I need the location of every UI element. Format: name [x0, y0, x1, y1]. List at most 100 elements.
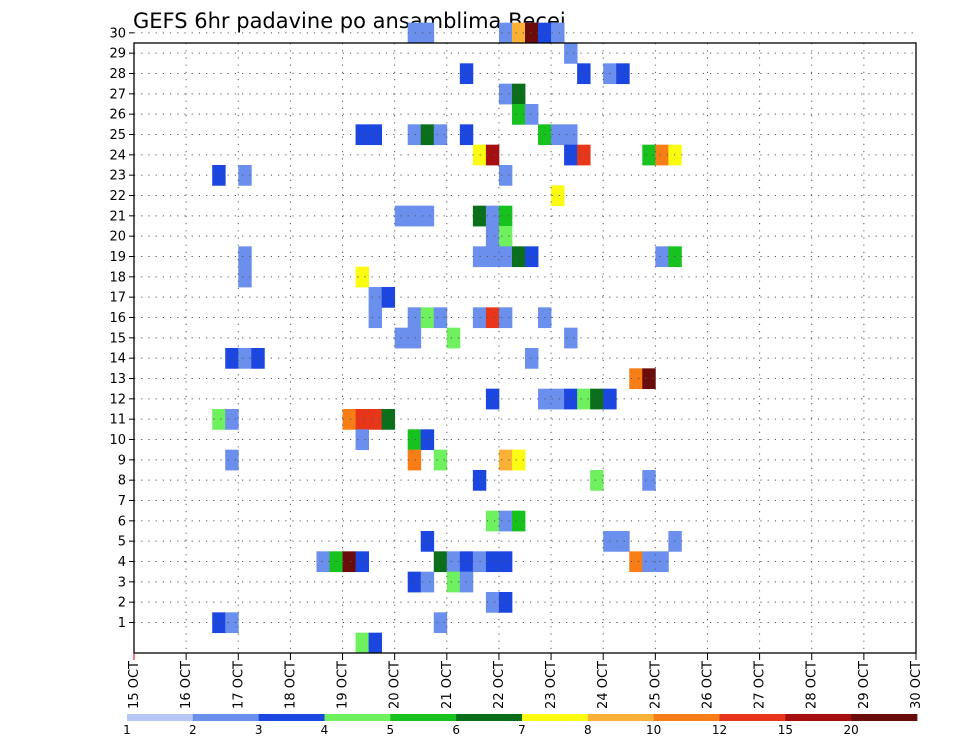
legend-swatch [851, 714, 918, 721]
x-tick-label: 22 OCT [492, 661, 507, 709]
precip-cell [511, 449, 526, 471]
precip-cell [564, 43, 578, 64]
legend-swatch [522, 714, 589, 721]
y-tick-label: 3 [118, 575, 126, 590]
precip-cell [407, 571, 422, 593]
y-tick-label: 2 [118, 596, 126, 611]
chart-title: GEFS 6hr padavine po ansamblima Becej [133, 9, 566, 33]
precip-cell [212, 409, 226, 430]
precip-cell [420, 571, 435, 593]
color-legend: 1 2 3 4 5 6 7 8 10 12 15 20 [123, 714, 918, 737]
legend-swatch [127, 714, 194, 721]
precip-cell [472, 205, 487, 227]
legend-swatch [324, 714, 391, 721]
precip-cell [564, 144, 578, 166]
x-tick-label: 29 OCT [857, 661, 872, 709]
y-tick-label: 15 [109, 331, 126, 346]
precip-cell [485, 592, 500, 613]
precip-cell [446, 551, 461, 573]
x-tick-label: 21 OCT [440, 661, 455, 709]
y-tick-label: 24 [109, 148, 126, 163]
precip-cell [407, 429, 422, 451]
y-tick-label: 4 [118, 555, 126, 570]
precip-cell [564, 388, 578, 410]
precip-cell [485, 388, 500, 410]
precip-cell [498, 246, 513, 268]
legend-label: 1 [123, 723, 131, 737]
precip-cell [407, 327, 422, 349]
y-tick-label: 16 [109, 311, 126, 326]
precip-cell [420, 22, 435, 44]
precip-cell [577, 388, 591, 410]
precip-cell [225, 612, 239, 634]
precip-cell [564, 327, 578, 349]
precip-cell [407, 449, 422, 471]
precip-cell [433, 307, 448, 329]
precip-cell [446, 327, 461, 349]
y-tick-label: 21 [109, 209, 126, 224]
y-tick-label: 30 [109, 26, 126, 41]
legend-swatch [258, 714, 325, 721]
precip-cell [525, 246, 539, 268]
y-tick-label: 12 [109, 392, 126, 407]
precip-cell [485, 246, 500, 268]
legend-label: 15 [778, 723, 793, 737]
precip-cell [551, 124, 565, 146]
legend-label: 12 [712, 723, 727, 737]
precip-cell [498, 307, 513, 329]
y-tick-label: 11 [109, 413, 126, 428]
precip-cell [212, 612, 226, 634]
y-tick-label: 14 [109, 352, 126, 367]
precip-cell [472, 470, 487, 491]
precip-cell [355, 266, 369, 288]
precip-cell [642, 551, 656, 573]
precip-cell [368, 124, 383, 146]
precip-cell [472, 246, 487, 268]
precip-cell [238, 348, 252, 369]
precip-cell [420, 429, 435, 451]
precip-cell [355, 632, 369, 654]
x-tick-label: 17 OCT [231, 661, 246, 709]
precip-cell [498, 22, 513, 44]
legend-label: 5 [387, 723, 395, 737]
precip-cell [225, 449, 239, 471]
precip-cell [225, 348, 239, 369]
legend-label: 20 [844, 723, 859, 737]
y-tick-label: 17 [109, 291, 126, 306]
precip-cell [498, 592, 513, 613]
precip-cell [407, 22, 422, 44]
precip-cell [355, 409, 369, 430]
precip-cell [498, 165, 513, 186]
y-tick-label: 18 [109, 270, 126, 285]
precip-cell [420, 124, 435, 146]
precip-cell [225, 409, 239, 430]
precip-cell [368, 287, 383, 308]
y-tick-label: 1 [118, 616, 126, 631]
precip-cell [498, 551, 513, 573]
y-tick-label: 27 [109, 87, 126, 102]
y-tick-label: 10 [109, 433, 126, 448]
legend-swatch [390, 714, 457, 721]
precip-cell [459, 571, 474, 593]
precip-cell [485, 205, 500, 227]
precip-cell [342, 551, 356, 573]
legend-label: 6 [452, 723, 460, 737]
x-tick-label: 19 OCT [336, 661, 351, 709]
precip-cell [511, 104, 526, 125]
precip-cell [655, 551, 669, 573]
y-tick-label: 22 [109, 189, 126, 204]
legend-swatch [587, 714, 655, 721]
precip-cell [368, 409, 383, 430]
precip-cell [472, 307, 487, 329]
precip-cell [238, 266, 252, 288]
precip-cell [433, 124, 448, 146]
precip-cell [551, 388, 565, 410]
precip-cell [655, 144, 669, 166]
precip-cell [485, 510, 500, 532]
precip-cell [420, 307, 435, 329]
y-tick-label: 25 [109, 128, 126, 143]
precip-cell [511, 83, 526, 105]
y-tick-label: 8 [118, 474, 126, 489]
precip-cell [485, 307, 500, 329]
